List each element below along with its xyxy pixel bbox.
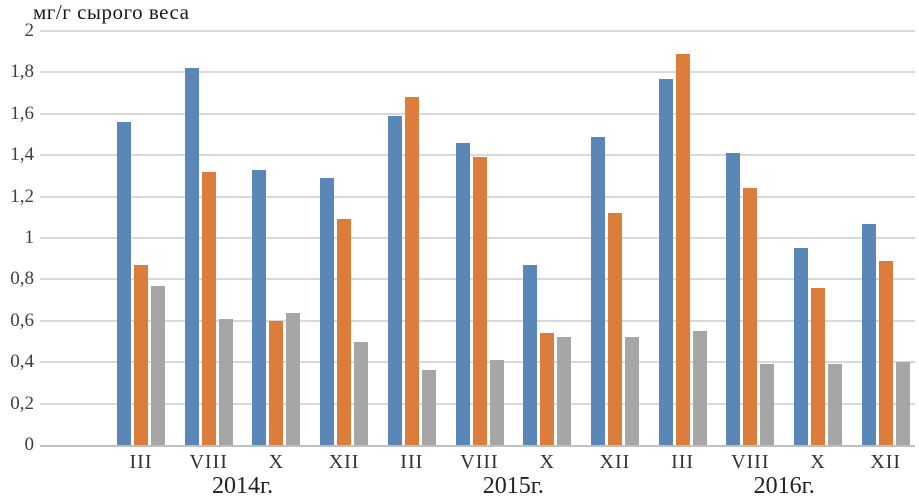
x-axis-year-label: 2016г. bbox=[753, 473, 815, 499]
bar-series-orange bbox=[134, 264, 148, 445]
x-axis-month-label: X bbox=[268, 451, 285, 473]
plot-area bbox=[40, 30, 915, 447]
bar-series-gray bbox=[286, 312, 301, 445]
bar-series-blue bbox=[794, 248, 808, 445]
y-axis-tick-label: 0 bbox=[24, 434, 35, 455]
x-axis-month-label: XII bbox=[599, 451, 631, 473]
bar-series-orange bbox=[472, 157, 487, 445]
bar-series-blue bbox=[387, 115, 402, 445]
x-axis-month-label: III bbox=[400, 451, 424, 473]
bar-series-orange bbox=[607, 213, 622, 445]
gridline bbox=[40, 71, 915, 74]
bar-series-gray bbox=[354, 341, 369, 445]
bar-series-blue bbox=[184, 68, 199, 445]
y-axis-tick-label: 1,4 bbox=[10, 144, 34, 166]
bar-series-orange bbox=[269, 320, 284, 445]
bar-series-gray bbox=[218, 318, 233, 445]
y-axis-tick-label: 1,6 bbox=[10, 102, 34, 124]
bar-series-gray bbox=[421, 370, 436, 445]
bar-series-gray bbox=[828, 364, 842, 445]
bar-series-gray bbox=[489, 360, 504, 445]
bar-series-gray bbox=[151, 285, 165, 445]
bar-series-orange bbox=[540, 333, 555, 445]
x-axis-month-label: VIII bbox=[731, 451, 770, 473]
bar-series-gray bbox=[895, 362, 910, 445]
x-axis-month-label: X bbox=[810, 451, 826, 473]
x-axis-year-label: 2014г. bbox=[211, 473, 274, 499]
x-axis-month-label: III bbox=[671, 451, 695, 473]
y-axis-tick-label: 1 bbox=[24, 227, 35, 248]
bar-series-orange bbox=[675, 53, 690, 445]
y-axis-tick-label: 1,2 bbox=[10, 185, 34, 207]
chart-title: мг/г сырого веса bbox=[33, 0, 190, 24]
bar-series-blue bbox=[455, 142, 470, 445]
gridline bbox=[40, 112, 915, 115]
bar-series-blue bbox=[590, 136, 605, 445]
y-axis-tick-label: 0,8 bbox=[10, 268, 34, 290]
gridline bbox=[40, 154, 915, 157]
gridline bbox=[40, 30, 915, 32]
bar-series-blue bbox=[861, 223, 876, 445]
bar-series-gray bbox=[760, 364, 775, 445]
bar-series-blue bbox=[523, 264, 538, 445]
y-axis-tick-label: 0,4 bbox=[10, 351, 34, 373]
x-axis-year-label: 2015г. bbox=[482, 473, 544, 499]
bar-series-orange bbox=[337, 219, 352, 445]
y-axis-tick-label: 1,8 bbox=[10, 61, 34, 83]
bar-series-blue bbox=[658, 78, 673, 445]
bar-series-gray bbox=[692, 331, 707, 445]
y-axis-tick-label: 0,2 bbox=[10, 392, 34, 414]
bar-series-blue bbox=[726, 153, 741, 445]
x-axis-month-label: VIII bbox=[189, 451, 228, 473]
bar-series-orange bbox=[811, 287, 825, 445]
bar-series-blue bbox=[117, 122, 131, 445]
bar-series-blue bbox=[320, 177, 335, 445]
bar-series-orange bbox=[743, 188, 758, 445]
bar-series-gray bbox=[557, 337, 572, 445]
y-axis-tick-label: 0,6 bbox=[10, 309, 34, 331]
x-axis-month-label: XII bbox=[870, 451, 902, 473]
x-axis-month-label: XII bbox=[328, 451, 360, 473]
x-axis-month-label: X bbox=[539, 451, 555, 473]
bar-series-orange bbox=[404, 97, 419, 445]
x-axis-month-label: VIII bbox=[460, 451, 499, 473]
bar-series-orange bbox=[878, 260, 893, 445]
x-axis-month-label: III bbox=[129, 451, 153, 473]
bar-series-blue bbox=[252, 169, 267, 445]
bar-series-gray bbox=[624, 337, 639, 445]
y-axis-tick-label: 2 bbox=[24, 20, 35, 41]
bar-series-orange bbox=[201, 171, 216, 445]
